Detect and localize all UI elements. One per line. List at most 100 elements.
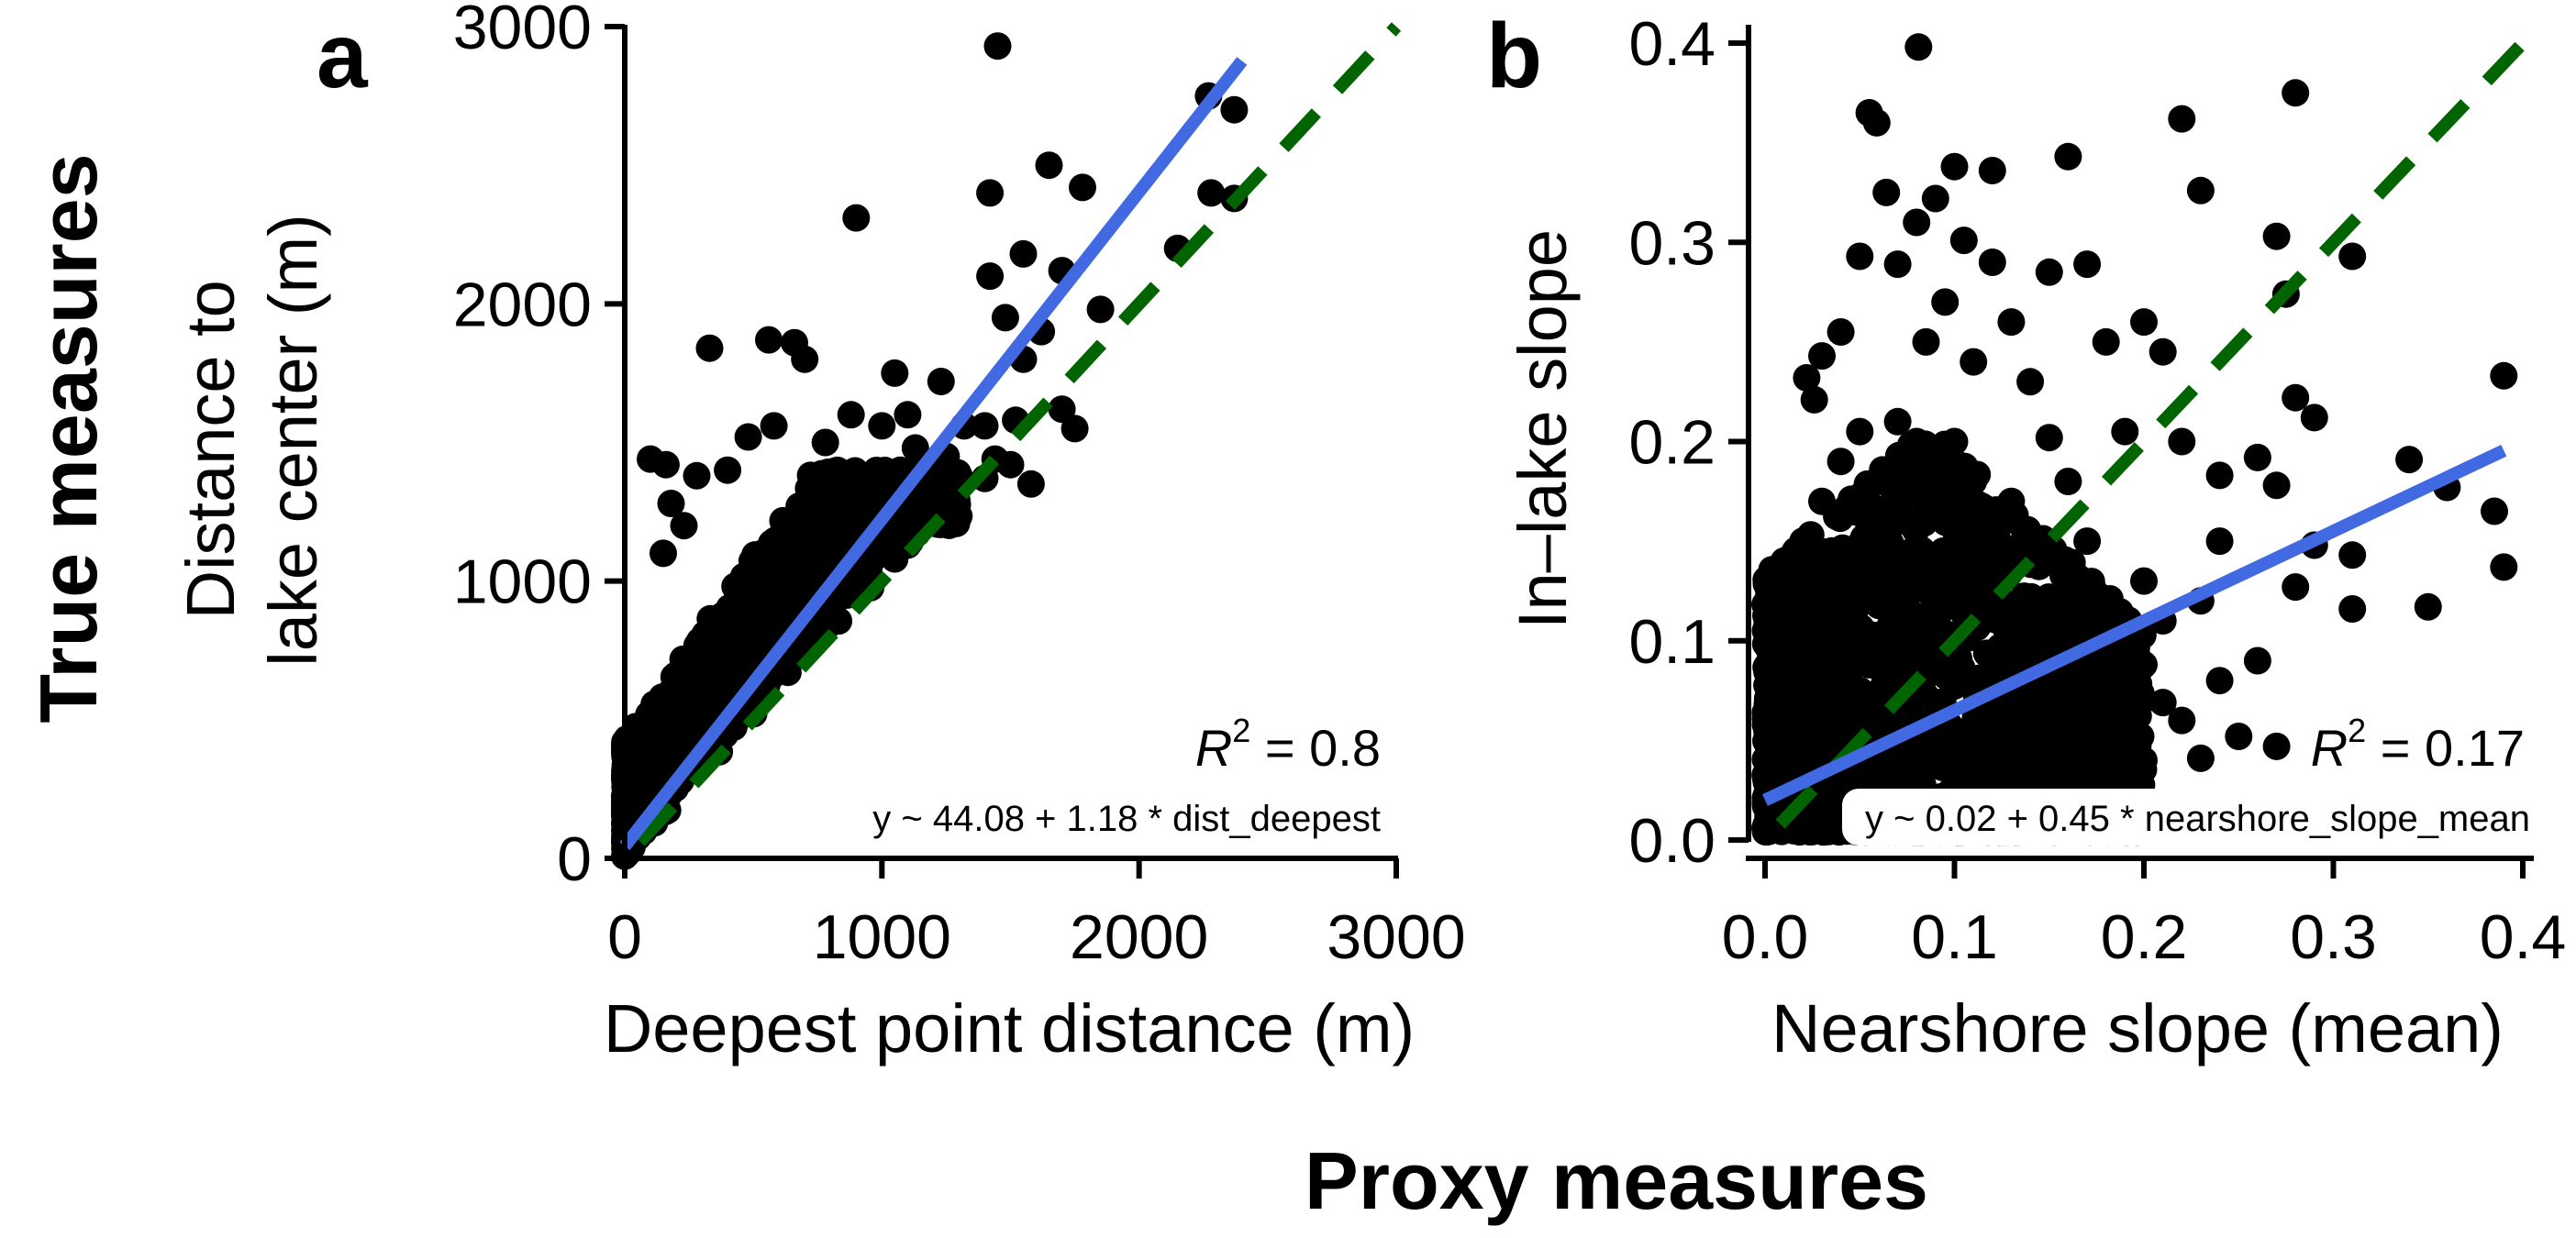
panel-b-point	[1978, 157, 2006, 184]
panel-b-cloud-point	[1966, 556, 1994, 584]
panel-b-point	[2168, 706, 2196, 735]
panel-a-point	[657, 490, 685, 517]
panel-b-cloud-point	[2012, 525, 2040, 554]
panel-a-point	[868, 412, 896, 440]
panel-b-point	[1780, 607, 1807, 635]
panel-b-cloud-point	[1880, 548, 1908, 577]
panel-a-cloud-point	[637, 769, 665, 798]
panel-b-point	[1793, 364, 1821, 392]
panel-b-point	[2130, 567, 2158, 595]
panel-b-point	[2282, 573, 2310, 602]
panel-a-point	[791, 345, 819, 373]
panel-b-point	[1862, 108, 1891, 137]
panel-a-point	[1009, 239, 1038, 268]
panel-a-cloud-point	[668, 716, 696, 745]
panel-b-cloud-point	[2023, 765, 2051, 793]
panel-b-point	[1770, 547, 1798, 575]
panel-b-cloud-point	[2126, 679, 2155, 707]
panel-a-r2-value: = 0.8	[1250, 719, 1381, 777]
panel-a-identity-line	[635, 22, 1402, 846]
panel-a-x-label: Deepest point distance (m)	[604, 990, 1415, 1067]
panel-a-cloud-point	[775, 569, 804, 598]
panel-a-point	[971, 412, 999, 440]
panel-a-x-tick-label: 3000	[1327, 902, 1465, 972]
panel-b-point	[2016, 368, 2045, 396]
panel-b-r2: R2 = 0.17	[2311, 712, 2525, 777]
panel-b-cloud-point	[2035, 745, 2063, 773]
panel-a-cloud-point	[721, 572, 749, 601]
panel-a-point	[755, 326, 783, 354]
panel-b-point	[1931, 288, 1960, 316]
panel-b-point	[1789, 527, 1817, 556]
panel-a-cloud-point	[648, 714, 676, 743]
panel-a-y-tick-label: 1000	[453, 547, 592, 617]
panel-b-cloud-point	[1782, 576, 1810, 604]
panel-a-point	[695, 334, 724, 362]
panel-b-point	[1808, 342, 1836, 370]
panel-b-point	[1921, 448, 1949, 476]
panel-b-point	[2481, 497, 2508, 525]
panel-b-cloud-point	[1755, 606, 1783, 635]
panel-b-cloud-point	[2060, 563, 2089, 591]
panel-b-point	[2092, 327, 2120, 356]
panel-b-point	[1808, 487, 1836, 515]
panel-b-point	[1846, 242, 1874, 271]
panel-b-point	[1827, 448, 1855, 476]
panel-b-r2-value: = 0.17	[2366, 719, 2525, 777]
panel-b-cloud-point	[1871, 523, 1899, 551]
panel-b-point	[1903, 427, 1931, 456]
panel-b-point	[2111, 726, 2139, 755]
panel-b-point	[1960, 468, 1988, 495]
panel-a-point	[1197, 179, 1226, 207]
panel-b-y-tick-label: 0.2	[1628, 408, 1715, 478]
panel-b-point	[2282, 383, 2310, 412]
panel-b-cloud-point	[2082, 579, 2110, 607]
panel-b-point	[2205, 527, 2234, 556]
panel-b-point	[2395, 446, 2424, 474]
panel-b-point	[2092, 706, 2120, 735]
panel-b-point	[1800, 385, 1828, 414]
panel-b-point	[1940, 427, 1969, 456]
panel-a-point	[991, 304, 1019, 332]
panel-b-point	[2035, 258, 2063, 286]
panel-b-cloud-point	[1816, 659, 1845, 688]
panel-b-point	[2073, 527, 2102, 556]
panel-b-cloud-point	[1891, 605, 1919, 634]
panel-b-point	[2262, 222, 2291, 250]
panel-b-point	[2149, 689, 2177, 717]
panel-b-point	[1997, 487, 2026, 515]
panel-b-identity-line	[1775, 39, 2528, 829]
panel-a-point	[1069, 173, 1096, 202]
panel-a-label: a	[316, 5, 369, 107]
panel-a-point	[811, 428, 839, 457]
panel-a-point	[976, 179, 1005, 207]
panel-b-point	[2205, 461, 2234, 490]
panel-b-cloud-point	[2022, 623, 2050, 651]
panel-b-cloud-point	[1755, 746, 1782, 775]
panel-b-cloud-point	[2010, 582, 2038, 611]
panel-a-point	[651, 450, 680, 479]
panel-b-fit-line	[1762, 444, 2507, 806]
panel-b-x-tick-label: 0.3	[2290, 902, 2377, 972]
panel-b-cloud-point	[1782, 654, 1810, 682]
panel-b-point	[1978, 249, 2006, 276]
panel-b-point	[1883, 407, 1912, 436]
panel-a-y-label-line-1: Distance to	[172, 280, 249, 619]
panel-b-point	[2073, 250, 2102, 279]
panel-b-y-tick-label: 0.0	[1628, 806, 1715, 876]
panel-b-point	[2300, 403, 2328, 432]
panel-b-cloud-point	[1802, 801, 1830, 830]
panel-b-point	[2111, 417, 2139, 446]
panel-b-cloud-point	[2123, 702, 2151, 730]
panel-a-point	[1060, 415, 1089, 443]
panel-a-point	[1035, 151, 1063, 180]
panel-b-cloud-point	[2000, 743, 2028, 771]
panel-a-y-tick-label: 0	[557, 824, 592, 894]
panel-a-y-tick-label: 2000	[453, 270, 592, 339]
panel-b-point	[1903, 208, 1931, 237]
panel-b-cloud-point	[1919, 491, 1948, 518]
panel-b-point	[2092, 607, 2120, 635]
panel-a-r2: R2 = 0.8	[1195, 712, 1381, 777]
panel-a-cloud-point	[761, 526, 789, 555]
panel-b-point	[1921, 184, 1949, 213]
